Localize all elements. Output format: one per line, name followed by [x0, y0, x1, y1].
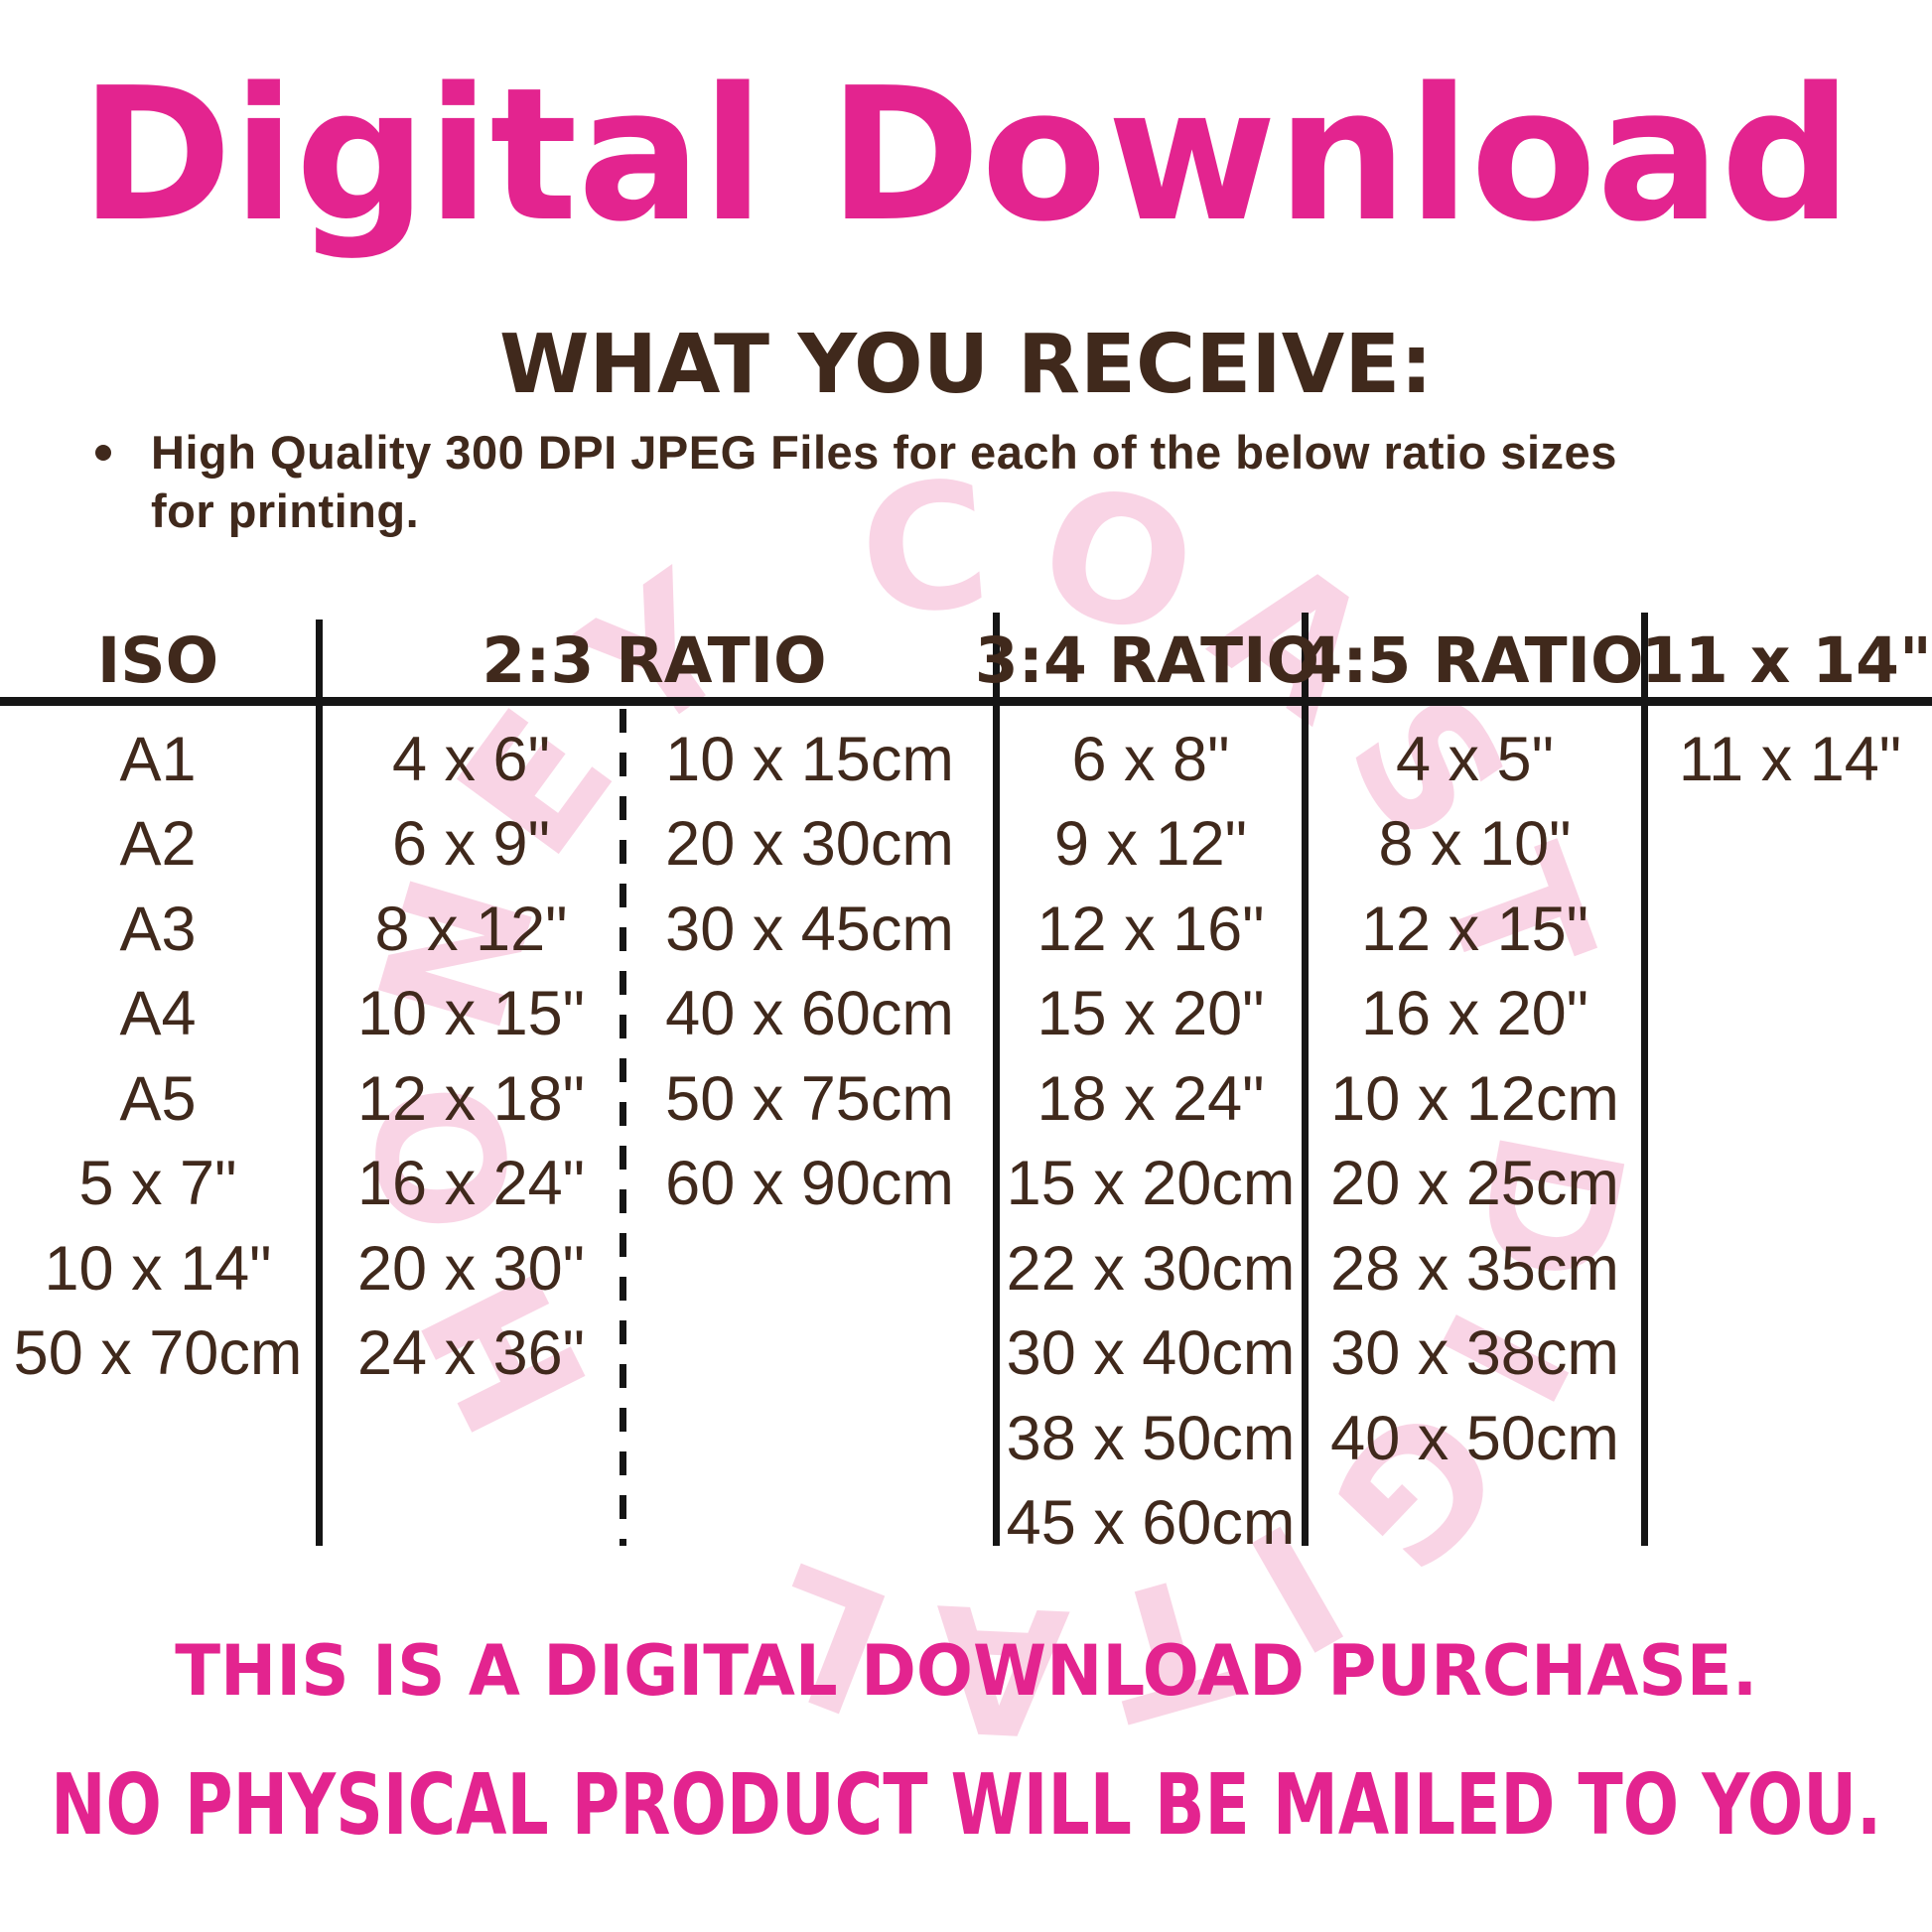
table-cell: 8 x 10"	[1378, 809, 1572, 880]
table-cell: 22 x 30cm	[1006, 1233, 1296, 1304]
footer-line-1: THIS IS A DIGITAL DOWNLOAD PURCHASE.	[174, 1630, 1758, 1712]
column-45-ratio: 4 x 5" 8 x 10" 12 x 15" 16 x 20" 10 x 12cm 20…	[1309, 717, 1641, 1481]
table-cell: 5 x 7"	[78, 1149, 237, 1219]
section-heading: WHAT YOU RECEIVE:	[498, 317, 1434, 412]
table-divider-iso	[316, 620, 323, 1546]
table-cell: 12 x 16"	[1036, 894, 1265, 964]
table-cell: 10 x 12cm	[1330, 1063, 1619, 1134]
table-cell: A3	[119, 894, 197, 964]
table-divider-34-45	[1302, 613, 1309, 1546]
heading-band: WHAT YOU RECEIVE:	[0, 318, 1932, 412]
table-cell: 12 x 15"	[1360, 894, 1589, 964]
table-cell: 30 x 40cm	[1006, 1318, 1296, 1389]
table-cell: 15 x 20cm	[1006, 1149, 1296, 1219]
bullet-line-2: for printing.	[151, 484, 420, 537]
column-header-iso: ISO	[96, 623, 219, 697]
table-cell: 8 x 12"	[374, 894, 568, 964]
table-cell: A4	[119, 979, 197, 1049]
table-divider-dashed	[620, 709, 626, 1546]
table-cell: 15 x 20"	[1036, 979, 1265, 1049]
table-cell: 11 x 14"	[1678, 724, 1902, 794]
table-cell: 9 x 12"	[1054, 809, 1247, 880]
table-cell: 24 x 36"	[356, 1318, 586, 1389]
page-title: Digital Download	[79, 48, 1853, 262]
table-cell: 10 x 15"	[356, 979, 586, 1049]
column-iso: A1 A2 A3 A4 A5 5 x 7" 10 x 14" 50 x 70cm	[0, 717, 316, 1396]
column-header-45-ratio: 4:5 RATIO	[1299, 623, 1644, 697]
table-cell: 20 x 30"	[356, 1233, 586, 1304]
column-header-34-ratio: 3:4 RATIO	[974, 623, 1320, 697]
column-23-cm: 10 x 15cm 20 x 30cm 30 x 45cm 40 x 60cm 50 x…	[626, 717, 993, 1226]
table-cell: 50 x 70cm	[13, 1318, 303, 1389]
table-cell: 30 x 45cm	[665, 894, 954, 964]
footer-band-2: NO PHYSICAL PRODUCT WILL BE MAILED TO YO…	[0, 1756, 1932, 1855]
table-cell: 40 x 50cm	[1330, 1403, 1619, 1473]
table-cell: 10 x 15cm	[665, 724, 954, 794]
table-cell: 4 x 5"	[1396, 724, 1554, 794]
table-cell: A2	[119, 809, 197, 880]
table-divider-45-1114	[1641, 613, 1648, 1546]
title-band: Digital Download	[0, 48, 1932, 262]
table-cell: 10 x 14"	[44, 1233, 272, 1304]
footer-line-2: NO PHYSICAL PRODUCT WILL BE MAILED TO YO…	[50, 1755, 1882, 1855]
table-cell: 30 x 38cm	[1330, 1318, 1619, 1389]
table-divider-23-34	[993, 613, 1000, 1546]
table-cell: A1	[119, 724, 197, 794]
table-cell: 16 x 20"	[1360, 979, 1589, 1049]
column-header-11x14: 11 x 14"	[1641, 623, 1932, 697]
table-cell: 18 x 24"	[1036, 1063, 1265, 1134]
table-cell: 45 x 60cm	[1006, 1488, 1296, 1559]
table-cell: 4 x 6"	[392, 724, 550, 794]
bullet-line-1: High Quality 300 DPI JPEG Files for each…	[151, 426, 1617, 479]
table-header-underline	[0, 697, 1932, 706]
table-cell: 50 x 75cm	[665, 1063, 954, 1134]
table-cell: 6 x 9"	[392, 809, 550, 880]
table-cell: 40 x 60cm	[665, 979, 954, 1049]
table-cell: 6 x 8"	[1071, 724, 1230, 794]
table-cell: 60 x 90cm	[665, 1149, 954, 1219]
table-cell: 28 x 35cm	[1330, 1233, 1619, 1304]
column-23-inches: 4 x 6" 6 x 9" 8 x 12" 10 x 15" 12 x 18" 16 x …	[323, 717, 620, 1396]
bullet-text: High Quality 300 DPI JPEG Files for each…	[151, 423, 1928, 540]
column-11x14: 11 x 14"	[1648, 717, 1932, 802]
table-cell: 20 x 25cm	[1330, 1149, 1619, 1219]
table-cell: 38 x 50cm	[1006, 1403, 1296, 1473]
table-cell: 12 x 18"	[356, 1063, 586, 1134]
table-cell: A5	[119, 1063, 197, 1134]
footer-band-1: THIS IS A DIGITAL DOWNLOAD PURCHASE.	[0, 1630, 1932, 1712]
column-34-ratio: 6 x 8" 9 x 12" 12 x 16" 15 x 20" 18 x 24" 15 …	[1000, 717, 1302, 1566]
column-header-23-ratio: 2:3 RATIO	[482, 623, 827, 697]
bullet-dot	[95, 445, 111, 461]
table-cell: 20 x 30cm	[665, 809, 954, 880]
table-cell: 16 x 24"	[356, 1149, 586, 1219]
